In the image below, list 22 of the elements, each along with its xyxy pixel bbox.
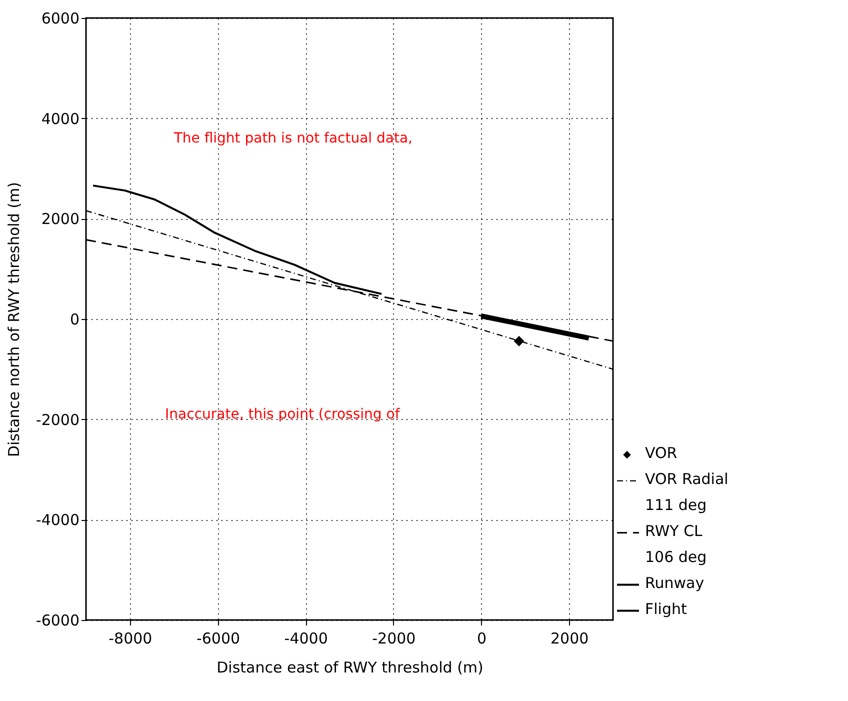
y-tick-label: 0 xyxy=(70,310,80,328)
y-tick-label: 6000 xyxy=(41,10,80,28)
x-tick-label: 2000 xyxy=(550,630,589,648)
y-axis-title: Distance north of RWY threshold (m) xyxy=(4,182,23,457)
x-tick-label: -6000 xyxy=(196,630,240,648)
x-axis-title: Distance east of RWY threshold (m) xyxy=(216,658,484,676)
y-tick-label: -6000 xyxy=(36,612,80,630)
x-tick-label: -4000 xyxy=(284,630,328,648)
annotation: Inaccurate, this point (crossing of xyxy=(165,406,401,422)
y-tick-label: 2000 xyxy=(41,210,80,228)
annotation: The flight path is not factual data, xyxy=(172,130,412,146)
y-tick-label: -4000 xyxy=(36,511,80,530)
legend-label: Flight xyxy=(645,600,687,618)
x-tick-label: -2000 xyxy=(372,630,416,648)
legend-label: VOR Radial 111 deg xyxy=(645,470,728,514)
y-tick-label: 4000 xyxy=(41,110,80,128)
x-tick-label: 0 xyxy=(476,630,487,648)
legend-label: VOR xyxy=(645,444,678,462)
y-tick-label: -2000 xyxy=(36,410,80,429)
legend-label: Runway xyxy=(645,574,704,592)
legend-label: RWY CL 106 deg xyxy=(645,522,707,566)
x-tick-label: -8000 xyxy=(108,630,152,648)
